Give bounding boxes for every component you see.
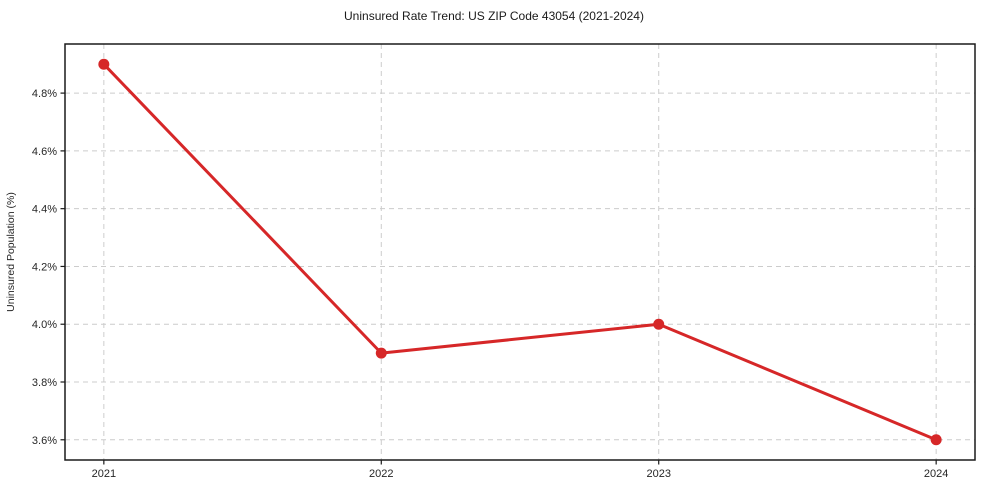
plot-border <box>64 43 976 461</box>
chart-title: Uninsured Rate Trend: US ZIP Code 43054 … <box>344 9 644 23</box>
tick-layer: 3.6% 3.8% 4.0% 4.2% 4.4% 4.6% 4.8% 2021 2022 2023… <box>32 88 948 480</box>
data-point-marker <box>375 347 387 359</box>
y-tick-label: 3.6% <box>32 435 57 447</box>
x-tick-label: 2021 <box>92 468 116 480</box>
y-tick-label: 4.2% <box>32 261 57 273</box>
data-point-marker <box>653 318 665 330</box>
data-point-marker <box>98 58 110 70</box>
x-tick-label: 2024 <box>924 468 948 480</box>
x-tick-label: 2022 <box>369 468 393 480</box>
y-tick-label: 4.6% <box>32 146 57 158</box>
grid-layer <box>65 44 975 460</box>
y-tick-label: 3.8% <box>32 377 57 389</box>
y-tick-label: 4.8% <box>32 88 57 100</box>
trend-line <box>102 62 938 442</box>
y-tick-label: 4.4% <box>32 204 57 216</box>
x-tick-label: 2023 <box>646 468 670 480</box>
y-axis-label: Uninsured Population (%) <box>5 192 17 312</box>
data-point-marker <box>930 434 942 446</box>
y-tick-label: 4.0% <box>32 319 57 331</box>
data-series-layer <box>98 58 942 446</box>
